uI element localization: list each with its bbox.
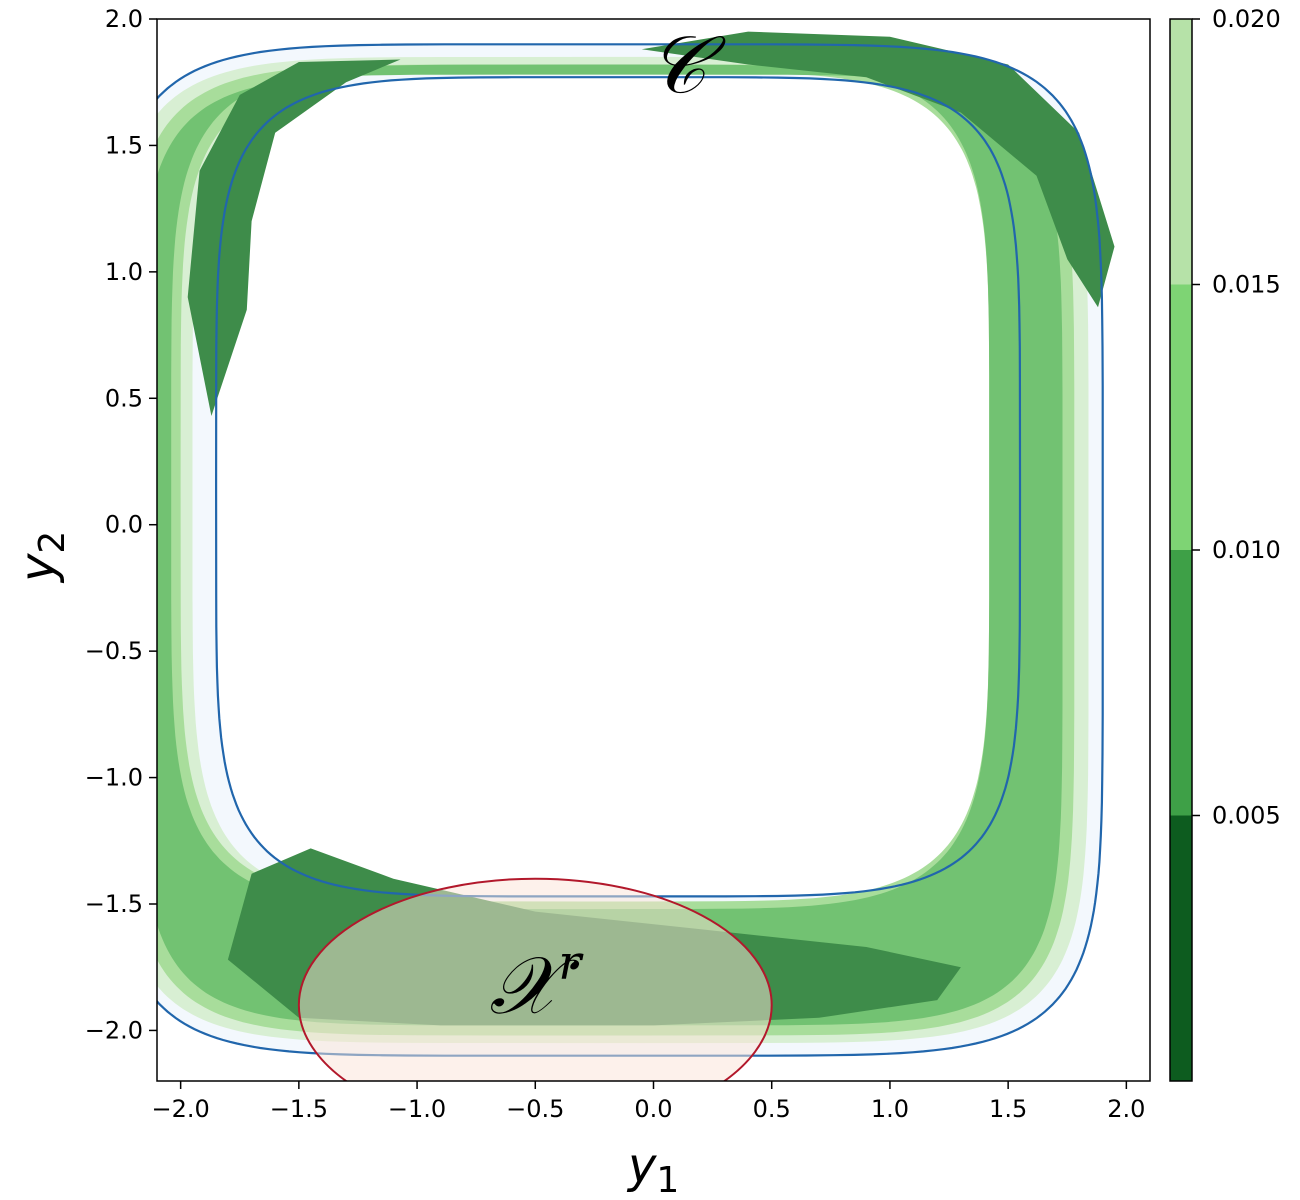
colorbar-segment [1170, 815, 1192, 1081]
x-tick-label: 0.5 [753, 1095, 791, 1123]
x-tick-label: −1.5 [270, 1095, 328, 1123]
x-tick-label: 1.0 [871, 1095, 909, 1123]
colorbar-tick-label: 0.015 [1212, 271, 1281, 299]
x-tick-label: −1.0 [388, 1095, 446, 1123]
x-tick-label: −2.0 [152, 1095, 210, 1123]
colorbar-segment [1170, 284, 1192, 550]
dark-region-left [187, 59, 401, 416]
y-axis-label: y2 [10, 531, 73, 584]
outer-boundary-curve [157, 43, 1104, 1057]
dark-region-top-right [641, 31, 1115, 308]
y-tick-label: 1.5 [105, 131, 143, 159]
colorbar-segment [1170, 550, 1192, 816]
x-axis-label: y1 [626, 1138, 679, 1200]
x-tick-label: 0.0 [634, 1095, 672, 1123]
target-set-ellipse [297, 877, 773, 1081]
y-tick-label: −1.5 [85, 890, 143, 918]
x-tick-label: 2.0 [1107, 1095, 1145, 1123]
y-tick-label: −2.0 [85, 1016, 143, 1044]
colorbar-segment [1170, 19, 1192, 285]
x-tick-label: −0.5 [506, 1095, 564, 1123]
inner-boundary-curve [214, 76, 1022, 898]
y-tick-label: 0.5 [105, 384, 143, 412]
colorbar-tick-label: 0.010 [1212, 536, 1281, 564]
colorbar-tick-label: 0.005 [1212, 802, 1281, 830]
y-tick-label: 0.0 [105, 511, 143, 539]
colorbar-tick-label: 0.020 [1212, 5, 1281, 33]
y-tick-label: 2.0 [105, 5, 143, 33]
y-tick-label: −1.0 [85, 764, 143, 792]
y-tick-label: −0.5 [85, 637, 143, 665]
x-tick-label: 1.5 [989, 1095, 1027, 1123]
y-tick-label: 1.0 [105, 258, 143, 286]
